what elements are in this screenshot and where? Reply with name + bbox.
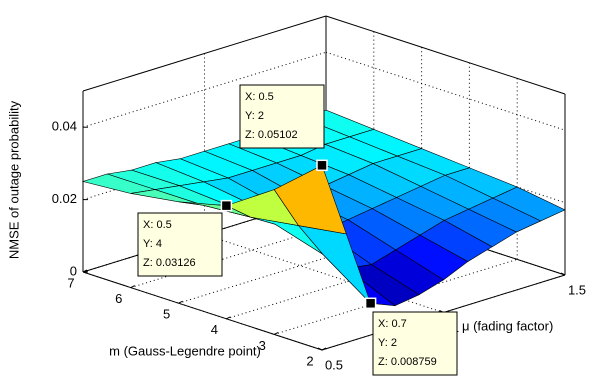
tick-mark <box>178 300 183 304</box>
tick-mark <box>130 285 136 289</box>
datatip-text: X: 0.5 <box>245 91 274 103</box>
datatip-marker <box>316 159 328 172</box>
grid-line <box>325 51 566 131</box>
y-tick-label: 6 <box>115 291 122 306</box>
datatip-text: Y: 4 <box>143 238 162 250</box>
y-tick-label: 2 <box>306 353 313 368</box>
tick-mark <box>226 316 231 320</box>
datatip-text: Z: 0.03126 <box>143 257 196 269</box>
datatip: X: 0.5 Y: 4 Z: 0.03126 <box>137 199 233 277</box>
tick-mark <box>317 347 323 351</box>
datatip-box <box>137 212 223 277</box>
tick-mark <box>273 331 279 335</box>
z-tick-label: 0.04 <box>52 119 77 134</box>
y-axis <box>82 271 323 351</box>
datatip-marker <box>220 199 233 212</box>
x-tick-label: 0.5 <box>325 357 343 372</box>
y-tick-label: 4 <box>211 322 218 337</box>
z-tick-label: 0 <box>70 263 77 278</box>
datatip-marker <box>364 297 377 310</box>
datatip-text: X: 0.5 <box>143 219 172 231</box>
tick-mark <box>321 347 327 351</box>
x-axis-label: μ (fading factor) <box>462 318 553 333</box>
y-tick-label: 7 <box>67 275 74 290</box>
z-axis-label: NMSE of outage probability <box>6 100 21 259</box>
datatip-box <box>239 84 325 149</box>
box-edge <box>325 15 566 95</box>
datatip: X: 0.5 Y: 2 Z: 0.05102 <box>239 84 328 172</box>
surface-face <box>273 164 347 235</box>
datatip-text: Z: 0.05102 <box>245 129 298 141</box>
datatip-text: Y: 2 <box>378 337 397 349</box>
x-tick-label: 1.5 <box>568 282 586 297</box>
y-tick-label: 5 <box>163 307 170 322</box>
datatip: X: 0.7 Y: 2 Z: 0.008759 <box>364 297 458 376</box>
y-axis-label: m (Gauss-Legendre point) <box>109 343 261 358</box>
y-tick-label: 3 <box>259 338 266 353</box>
tick-mark <box>560 272 566 276</box>
datatip-text: Z: 0.008759 <box>378 356 437 368</box>
z-tick-label: 0.02 <box>52 191 77 206</box>
datatip-box <box>372 311 458 376</box>
datatip-text: X: 0.7 <box>378 318 407 330</box>
datatip-text: Y: 2 <box>245 110 264 122</box>
tick-mark <box>82 269 88 273</box>
